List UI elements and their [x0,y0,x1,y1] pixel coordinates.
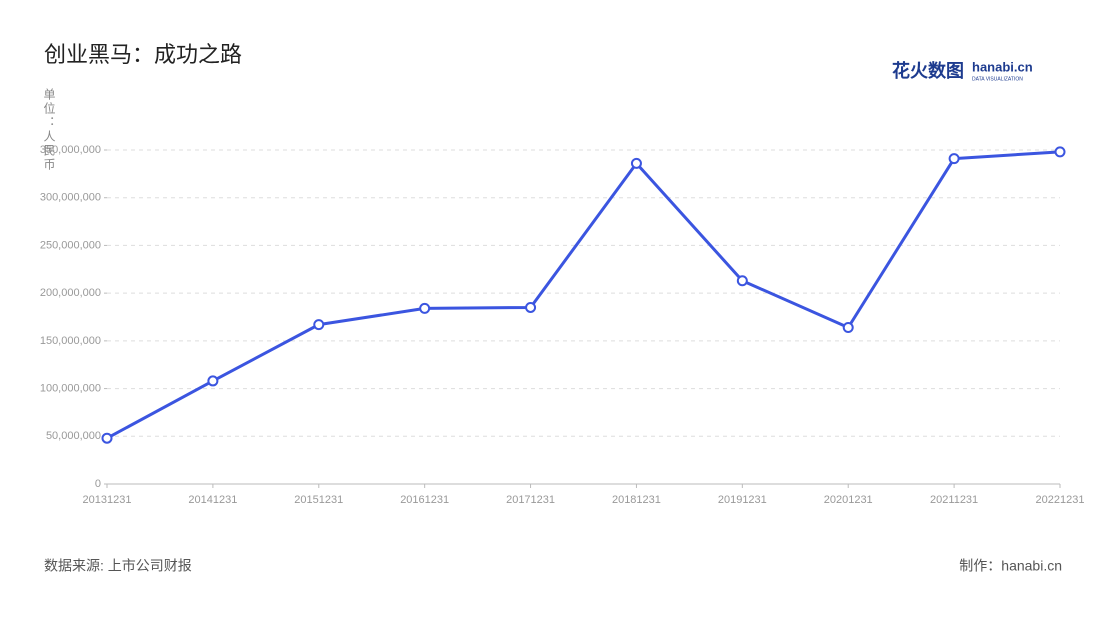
point [207,375,219,387]
source: 数据来源: 上市公司财报 [44,558,192,574]
point [1054,146,1066,158]
y-tick-label: 200,000,000 [40,287,101,299]
x-tick-label: 20141231 [188,494,237,506]
point [948,153,960,165]
y-axis-label: 单位：人民币 [42,88,56,172]
y-tick-label: 150,000,000 [40,335,101,347]
y-tick-label: 300,000,000 [40,192,101,204]
point [419,302,431,314]
point [630,157,642,169]
x-tick-label: 20131231 [83,494,132,506]
credit: 制作：hanabi.cn [959,558,1062,574]
x-tick-label: 20211231 [930,494,978,506]
x-tick-label: 20171231 [506,494,555,506]
logo-name: 花火数图 [892,60,964,81]
line [106,150,1061,440]
x-tick-label: 20221231 [1036,494,1085,506]
point [101,432,113,444]
x-tick-label: 20151231 [294,494,343,506]
x-tick-label: 20181231 [612,494,661,506]
y-tick-label: 100,000,000 [40,382,101,394]
point [313,319,325,331]
y-tick-label: 50,000,000 [46,430,101,442]
point [525,301,537,313]
logo-tagline: DATA VISUALIZATION [972,76,1023,82]
point [842,321,854,333]
x-tick-label: 20161231 [400,494,449,506]
x-tick-label: 20201231 [824,494,873,506]
y-tick-label: 0 [95,478,101,490]
x-tick-label: 20191231 [718,494,767,506]
point [736,275,748,287]
y-tick-label: 250,000,000 [40,239,101,251]
logo-domain: hanabi.cn [972,59,1033,74]
y-tick-label: 350,000,000 [40,144,101,156]
chart-title: 创业黑马：成功之路 [44,42,242,67]
